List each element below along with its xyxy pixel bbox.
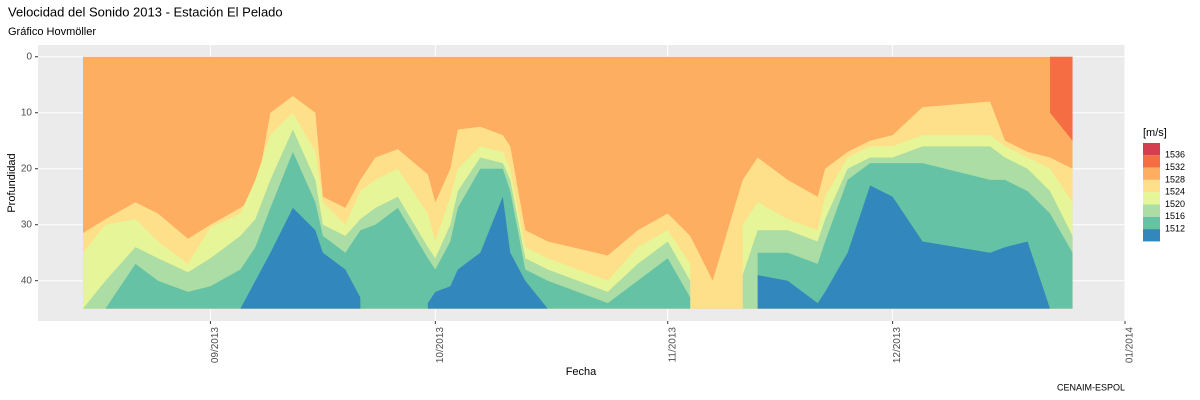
contour-band: [427, 196, 548, 309]
legend-swatch: [1143, 204, 1160, 217]
legend-swatch: [1143, 192, 1160, 205]
x-axis-label: Fecha: [566, 366, 597, 378]
y-tick-label: 10: [21, 107, 33, 118]
caption: CENAIM-ESPOL: [1057, 382, 1125, 392]
x-tick-label: 12/2013: [892, 327, 903, 364]
legend-label: 1516: [1165, 211, 1185, 221]
chart-subtitle: Gráfico Hovmöller: [8, 26, 96, 38]
contour-band: [757, 185, 1051, 309]
legend-label: 1520: [1165, 199, 1185, 209]
contour-band: [1050, 56, 1073, 141]
legend-label: 1524: [1165, 187, 1185, 197]
legend-label: 1512: [1165, 223, 1185, 233]
contour-band: [240, 207, 361, 309]
legend-swatch: [1143, 143, 1160, 156]
legend-swatch: [1143, 179, 1160, 193]
x-tick-label: 09/2013: [210, 327, 221, 364]
x-tick-label: 10/2013: [435, 327, 446, 364]
y-tick-label: 30: [21, 219, 33, 230]
legend-title: [m/s]: [1143, 127, 1167, 139]
x-tick-label: 11/2013: [667, 327, 678, 363]
y-tick-label: 0: [26, 51, 32, 62]
legend-swatch: [1143, 167, 1160, 180]
contour-band: [105, 151, 691, 309]
legend-swatch: [1143, 216, 1160, 230]
legend-swatch: [1143, 229, 1160, 242]
legend-label: 1532: [1165, 162, 1185, 172]
chart-title: Velocidad del Sonido 2013 - Estación El …: [8, 4, 283, 19]
y-axis-label: Profundidad: [6, 153, 18, 212]
y-tick-label: 40: [21, 275, 33, 286]
y-tick-label: 20: [21, 163, 33, 174]
x-tick-label: 01/2014: [1125, 327, 1136, 364]
legend-label: 1536: [1165, 150, 1185, 160]
legend-label: 1528: [1165, 174, 1185, 184]
legend-swatch: [1143, 155, 1160, 168]
